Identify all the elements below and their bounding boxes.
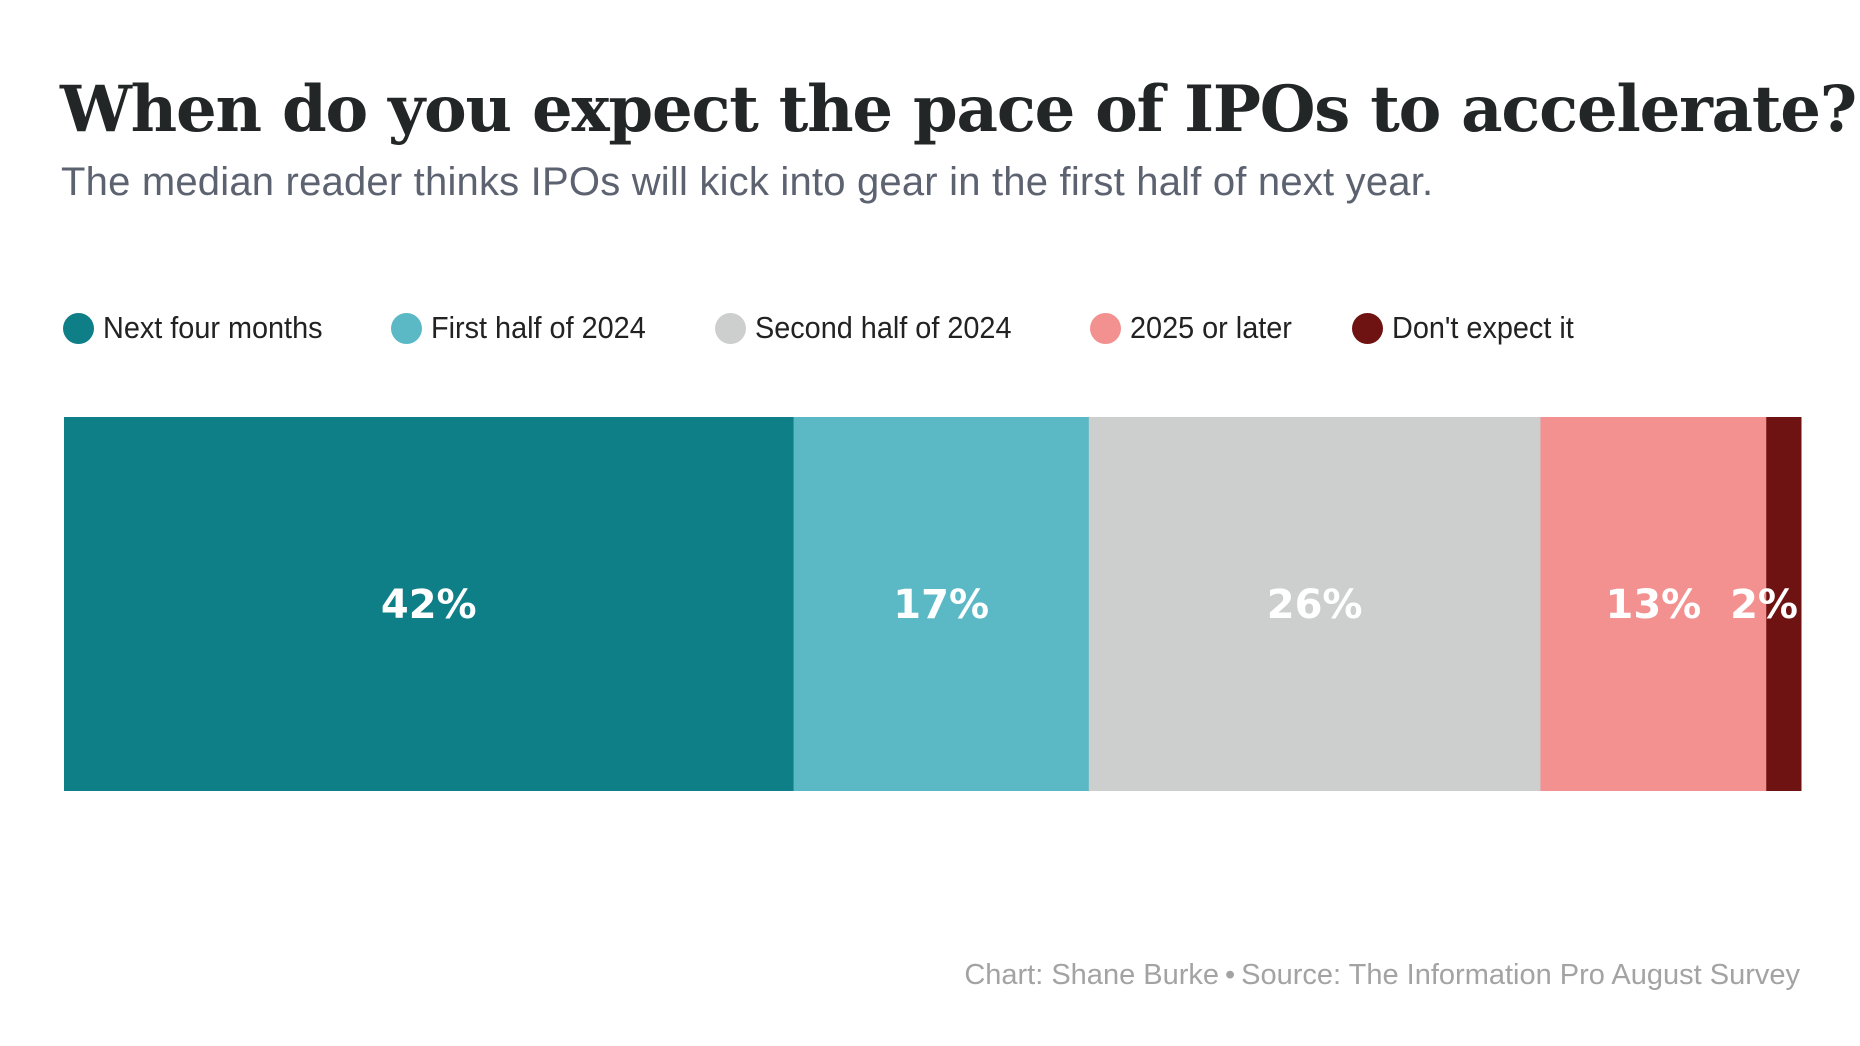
legend-label: Second half of 2024 <box>755 310 1012 345</box>
legend-item-first-half-2024[interactable]: First half of 2024 <box>391 306 662 350</box>
chart-source: Source: The Information Pro August Surve… <box>1241 959 1800 991</box>
separator-dot-icon: • <box>1225 959 1236 991</box>
data-label-first-half-of-2024: 17% <box>893 582 989 628</box>
legend: Next four months First half of 2024 Seco… <box>0 306 1860 350</box>
legend-swatch-icon <box>1352 312 1383 344</box>
chart-title: When do you expect the pace of IPOs to a… <box>60 72 1857 147</box>
legend-swatch-icon <box>715 312 746 344</box>
data-label-next-four-months: 42% <box>381 582 477 628</box>
chart-subtitle: The median reader thinks IPOs will kick … <box>61 160 1434 204</box>
chart-credit: Chart: Shane Burke <box>964 959 1220 991</box>
data-label-2025-or-later: 13% <box>1605 582 1701 628</box>
legend-item-second-half-2024[interactable]: Second half of 2024 <box>715 306 1031 350</box>
legend-swatch-icon <box>391 312 422 344</box>
legend-label: Next four months <box>103 310 323 345</box>
bar-segment-don-t-expect-it[interactable] <box>1766 417 1802 791</box>
legend-item-2025-or-later[interactable]: 2025 or later <box>1090 306 1304 350</box>
bar-segments <box>64 417 1802 791</box>
legend-label: Don't expect it <box>1392 310 1574 345</box>
bar-segment-2025-or-later[interactable] <box>1540 417 1767 791</box>
bar-segment-second-half-of-2024[interactable] <box>1088 417 1541 791</box>
bar-segment-next-four-months[interactable] <box>64 417 795 791</box>
legend-swatch-icon <box>63 312 94 344</box>
legend-label: 2025 or later <box>1130 310 1292 345</box>
bar-segment-first-half-of-2024[interactable] <box>793 417 1090 791</box>
data-label-second-half-of-2024: 26% <box>1267 582 1363 628</box>
legend-swatch-icon <box>1090 312 1121 344</box>
legend-item-dont-expect-it[interactable]: Don't expect it <box>1352 306 1587 350</box>
data-labels: 42% 17% 26% 13% 2% <box>381 582 1798 628</box>
chart-footer: Chart: Shane Burke • Source: The Informati… <box>964 955 1800 995</box>
data-label-don-t-expect-it: 2% <box>1730 582 1798 628</box>
legend-label: First half of 2024 <box>431 310 646 345</box>
legend-item-next-four-months[interactable]: Next four months <box>63 306 339 350</box>
